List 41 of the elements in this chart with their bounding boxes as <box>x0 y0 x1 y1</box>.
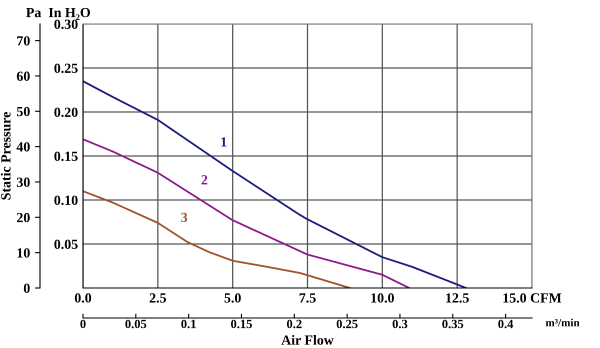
text: In H₂O <box>48 8 90 20</box>
x2-tick-label: 0.1 <box>181 320 196 328</box>
y2-tick-label: 0.10 <box>54 196 78 206</box>
y-tick-label: 70 <box>17 36 30 46</box>
y-tick-label: 0 <box>24 284 30 293</box>
y2-tick-label: 0.05 <box>54 240 78 250</box>
y-axis-title: Static Pressure <box>0 112 11 200</box>
y2-tick-label: 0.25 <box>54 64 78 74</box>
x-axis-title: Air Flow <box>281 334 334 345</box>
x-tick-label: 2.5 <box>150 293 166 303</box>
y2-tick-label: 0.20 <box>54 108 78 118</box>
x2-tick-label: 0.05 <box>125 320 146 328</box>
y2-tick-label: 0.15 <box>54 152 78 162</box>
line-series <box>83 190 351 288</box>
line-series <box>83 138 410 288</box>
x2-tick-label: 0 <box>80 320 86 328</box>
text: Pa <box>26 8 42 18</box>
x2-tick-label: 0.15 <box>231 320 252 328</box>
y-tick-label: 30 <box>16 178 30 187</box>
y-tick-label: 10 <box>18 248 30 258</box>
y-tick-label: 40 <box>16 142 30 152</box>
y-tick-label: 60 <box>16 72 30 81</box>
x2-tick-label: 0.3 <box>392 320 408 328</box>
series-label: 3 <box>181 212 188 222</box>
x-tick-label: 10.0 <box>371 293 394 303</box>
x2-tick-label: 0.2 <box>286 320 302 328</box>
x2-tick-label: 0.4 <box>498 320 514 328</box>
x-tick-label: 15.0 CFM <box>503 293 562 303</box>
x2-tick-label: 0.35 <box>442 320 464 328</box>
y2-tick-label: 0.30 <box>54 20 78 30</box>
y-tick-label: 20 <box>16 212 30 222</box>
series-label: 2 <box>201 175 208 184</box>
x-tick-label: 12.5 <box>446 293 469 303</box>
x2-axis-title: m³/min <box>546 318 580 326</box>
series-label: 1 <box>221 137 226 146</box>
x-tick-label: 0.0 <box>74 293 92 303</box>
x2-tick-label: 0.25 <box>336 320 358 328</box>
x-tick-label: 7.5 <box>300 293 316 303</box>
line-series <box>83 80 468 288</box>
x-tick-label: 5.0 <box>224 293 241 303</box>
y-tick-label: 50 <box>16 106 30 116</box>
